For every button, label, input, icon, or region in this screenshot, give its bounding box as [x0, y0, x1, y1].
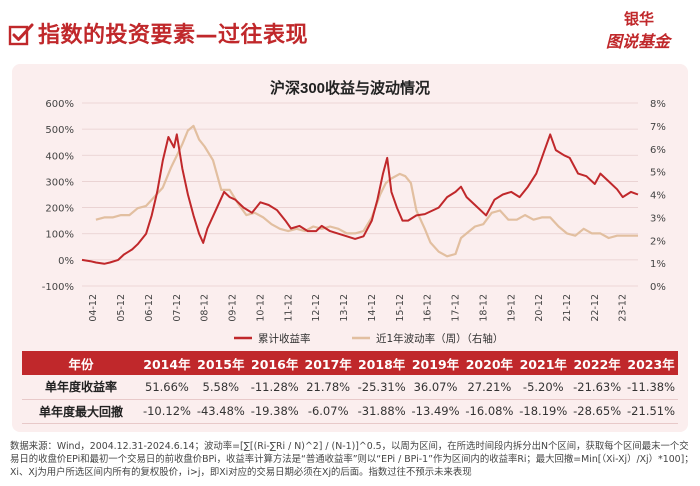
- table-cell: -11.38%: [624, 375, 678, 400]
- year-header: 2022年: [570, 351, 625, 375]
- volatility-line: [95, 124, 638, 258]
- table-cell: 5.58%: [193, 375, 248, 400]
- year-header: 2014年: [140, 351, 194, 375]
- brand-logo: 银华 图说基金: [606, 8, 696, 54]
- y-right-tick-label: 4%: [650, 191, 666, 202]
- legend-label-return: 累计收益率: [258, 332, 311, 345]
- year-header: 2017年: [301, 351, 355, 375]
- table-cell: 51.66%: [140, 375, 194, 400]
- y-left-tick-label: 300%: [45, 177, 74, 188]
- x-tick-label: 13-12: [339, 294, 350, 322]
- x-tick-label: 18-12: [478, 294, 489, 322]
- y-right-tick-label: 6%: [650, 145, 666, 156]
- x-axis-ticks: 04-12 05-12 06-12 07-12 08-12 09-12 10-12 11-12…: [88, 294, 629, 322]
- x-tick-label: 17-12: [451, 294, 462, 322]
- y-left-tick-label: 600%: [45, 99, 74, 110]
- table-cell: -5.20%: [516, 375, 571, 400]
- logo-bottom-text: 图说基金: [606, 32, 671, 51]
- y-right-tick-label: 1%: [650, 259, 666, 270]
- y-left-tick-label: 100%: [45, 230, 74, 241]
- legend-label-volatility: 近1年波动率（周）（右轴）: [376, 332, 503, 345]
- y-right-tick-label: 7%: [650, 122, 666, 133]
- table-header-row: 年份 2014年 2015年 2016年 2017年 2018年 2019年 2…: [22, 351, 678, 375]
- table-cell: -10.12%: [140, 399, 194, 424]
- table-cell: -19.38%: [247, 399, 302, 424]
- x-tick-label: 20-12: [534, 294, 545, 322]
- year-header: 2015年: [193, 351, 248, 375]
- table-cell: -21.51%: [624, 399, 678, 424]
- x-tick-label: 07-12: [172, 294, 183, 322]
- chart-series: [81, 124, 639, 265]
- table-cell: -11.28%: [247, 375, 302, 400]
- chart-title: 沪深300收益与波动情况: [270, 79, 430, 97]
- x-tick-label: 15-12: [395, 294, 406, 322]
- x-tick-label: 05-12: [116, 294, 127, 322]
- x-tick-label: 22-12: [590, 294, 601, 322]
- header: 指数的投资要素—过往表现 银华 图说基金: [0, 0, 700, 58]
- page-title: 指数的投资要素—过往表现: [38, 23, 309, 48]
- y-right-tick-label: 0%: [650, 282, 666, 293]
- table-cell: -43.48%: [193, 399, 248, 424]
- y-right-tick-label: 2%: [650, 236, 666, 247]
- table-cell: 21.78%: [301, 375, 355, 400]
- table-cell: -31.88%: [354, 399, 409, 424]
- year-header: 2019年: [408, 351, 463, 375]
- table-cell: -16.08%: [462, 399, 517, 424]
- cumulative-return-line: [81, 133, 639, 265]
- chart-legend: 累计收益率 近1年波动率（周）（右轴）: [234, 332, 503, 345]
- year-header: 2023年: [624, 351, 678, 375]
- table-cell: -6.07%: [301, 399, 355, 424]
- annual-performance-table: 年份 2014年 2015年 2016年 2017年 2018年 2019年 2…: [22, 351, 678, 424]
- checkbox-check-icon: [8, 23, 34, 46]
- y-left-tick-label: 400%: [45, 151, 74, 162]
- y-right-tick-label: 3%: [650, 213, 666, 224]
- y-left-tick-label: -100%: [42, 282, 74, 293]
- table-cell: -28.65%: [570, 399, 625, 424]
- y-left-tick-label: 200%: [45, 204, 74, 215]
- table-cell: 36.07%: [408, 375, 463, 400]
- x-tick-label: 21-12: [562, 294, 573, 322]
- table-cell: -21.63%: [570, 375, 625, 400]
- year-header: 2020年: [462, 351, 517, 375]
- x-tick-label: 23-12: [618, 294, 629, 322]
- x-tick-label: 16-12: [423, 294, 434, 322]
- table-cell: -13.49%: [408, 399, 463, 424]
- table-cell: -18.19%: [516, 399, 571, 424]
- x-tick-label: 14-12: [367, 294, 378, 322]
- table-row: 单年度最大回撤 -10.12% -43.48% -19.38% -6.07% -…: [22, 399, 678, 424]
- left-axis-ticks: 600% 500% 400% 300% 200% 100% 0% -100%: [42, 99, 74, 293]
- y-right-tick-label: 8%: [650, 99, 666, 110]
- chart-gridlines: [82, 102, 638, 287]
- line-chart: 沪深300收益与波动情况 600% 500% 400% 300% 200% 100% 0% -…: [42, 79, 666, 345]
- x-tick-label: 06-12: [144, 294, 155, 322]
- y-left-tick-label: 0%: [58, 256, 74, 267]
- x-tick-label: 10-12: [255, 294, 266, 322]
- logo-top-text: 银华: [624, 10, 655, 28]
- row-label-max-drawdown: 单年度最大回撤: [22, 399, 140, 424]
- x-tick-label: 08-12: [200, 294, 211, 322]
- x-tick-label: 19-12: [506, 294, 517, 322]
- y-right-tick-label: 5%: [650, 168, 666, 179]
- x-tick-label: 12-12: [311, 294, 322, 322]
- y-left-tick-label: 500%: [45, 125, 74, 136]
- table-cell: 27.21%: [462, 375, 517, 400]
- table-cell: -25.31%: [354, 375, 409, 400]
- x-tick-label: 04-12: [88, 294, 99, 322]
- right-axis-ticks: 8% 7% 6% 5% 4% 3% 2% 1% 0%: [650, 99, 666, 293]
- table-header-label: 年份: [22, 351, 140, 375]
- footnote: 数据来源：Wind，2004.12.31-2024.6.14；波动率=[∑[(R…: [10, 441, 694, 478]
- year-header: 2021年: [516, 351, 571, 375]
- x-tick-label: 09-12: [228, 294, 239, 322]
- x-tick-label: 11-12: [283, 294, 294, 322]
- table-row: 单年度收益率 51.66% 5.58% -11.28% 21.78% -25.3…: [22, 375, 678, 400]
- row-label-annual-return: 单年度收益率: [22, 375, 140, 400]
- year-header: 2018年: [354, 351, 409, 375]
- year-header: 2016年: [247, 351, 302, 375]
